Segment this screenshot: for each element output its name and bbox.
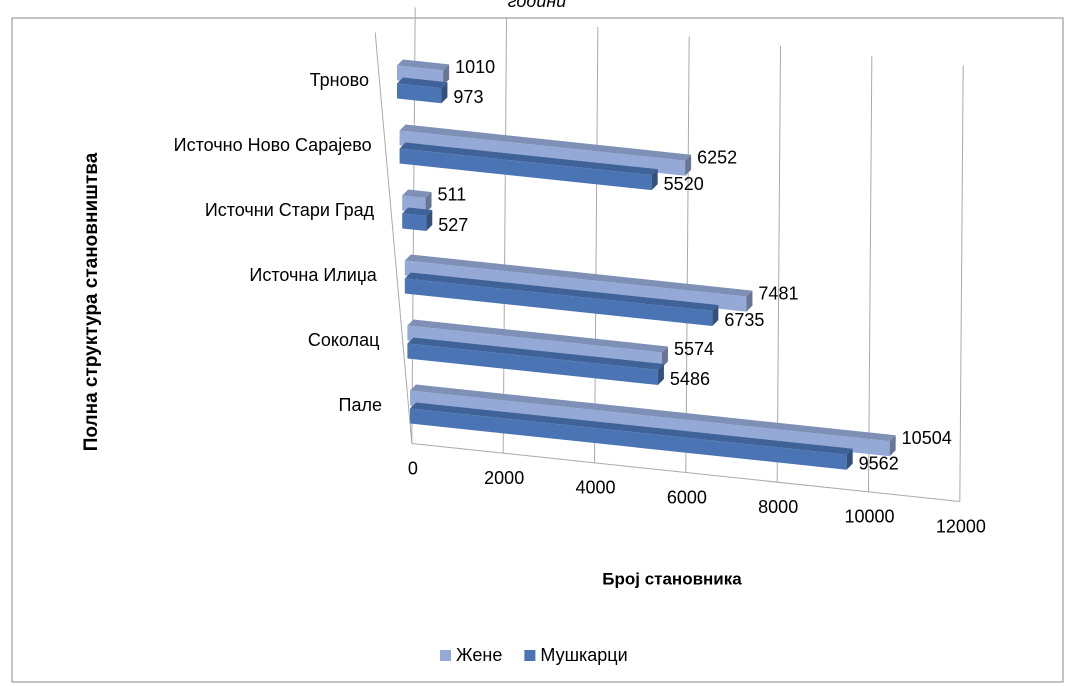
legend-swatch xyxy=(440,650,451,661)
bar-face xyxy=(441,82,448,104)
value-label: 6252 xyxy=(697,147,737,167)
y-axis-line xyxy=(374,32,413,444)
bar xyxy=(402,207,433,232)
bar-face xyxy=(410,390,890,457)
bar-face xyxy=(443,64,450,86)
bar-face xyxy=(402,213,427,232)
x-tick-label: 0 xyxy=(408,458,418,478)
value-label: 5520 xyxy=(664,174,704,194)
value-label: 5486 xyxy=(670,369,710,389)
bar xyxy=(397,77,448,104)
chart-title: години xyxy=(508,0,567,11)
bar-face xyxy=(404,254,753,297)
bar xyxy=(410,384,896,457)
value-label: 6735 xyxy=(724,310,764,330)
bar-face xyxy=(410,384,896,442)
bar-face xyxy=(399,124,692,161)
value-label: 527 xyxy=(438,215,468,235)
x-axis-title: Број становника xyxy=(602,569,742,588)
category-label: Соколац xyxy=(308,330,380,350)
bar-face xyxy=(404,278,713,327)
bar-face xyxy=(846,448,853,470)
grid-line xyxy=(959,65,964,502)
bar-face xyxy=(712,305,719,327)
bar-face xyxy=(685,154,692,176)
bar xyxy=(404,254,753,312)
x-tick-label: 12000 xyxy=(936,516,986,536)
bar-face xyxy=(397,77,448,89)
value-label: 10504 xyxy=(902,428,952,448)
value-label: 1010 xyxy=(455,57,495,77)
category-label: Пале xyxy=(339,395,382,415)
bar-face xyxy=(746,290,753,312)
bar xyxy=(399,124,692,176)
legend-label: Мушкарци xyxy=(540,645,627,665)
bar xyxy=(399,142,658,191)
legend-label: Жене xyxy=(456,645,502,665)
bar xyxy=(407,337,664,386)
bar-face xyxy=(410,408,847,470)
grid-line xyxy=(867,55,873,492)
bar-face xyxy=(399,142,658,176)
category-label: Трново xyxy=(310,70,369,90)
bar xyxy=(407,319,668,368)
bar-face xyxy=(407,343,658,386)
value-label: 511 xyxy=(438,185,467,205)
category-label: Источна Илиџа xyxy=(249,265,377,285)
x-tick-label: 8000 xyxy=(758,497,798,517)
bar-face xyxy=(425,191,432,213)
y-axis-title: Полна структура становништва xyxy=(81,152,102,451)
bar-face xyxy=(407,337,664,371)
x-tick-label: 2000 xyxy=(484,468,524,488)
grid-line xyxy=(685,36,690,473)
grid-line xyxy=(502,17,508,454)
category-label: Источно Ново Сарајево xyxy=(174,135,372,155)
x-axis-line xyxy=(411,443,960,502)
bar-face xyxy=(402,189,432,198)
bar-face xyxy=(657,364,664,386)
bar-face xyxy=(402,207,433,217)
bar-face xyxy=(397,59,450,71)
bar-face xyxy=(889,435,896,457)
grid-line xyxy=(593,26,599,463)
bar-face xyxy=(407,325,662,368)
x-tick-label: 4000 xyxy=(576,478,616,498)
bar xyxy=(404,272,719,327)
value-label: 9562 xyxy=(859,453,899,473)
bar-face xyxy=(410,402,853,455)
value-label: 5574 xyxy=(674,339,714,359)
bar-face xyxy=(407,319,668,353)
grid-line xyxy=(776,46,782,483)
value-label: 7481 xyxy=(758,283,798,303)
bar xyxy=(410,402,853,470)
bar-face xyxy=(426,210,433,232)
bar-face xyxy=(399,130,686,176)
bar-face xyxy=(661,346,668,368)
x-tick-label: 6000 xyxy=(667,487,707,507)
bar-face xyxy=(404,260,747,312)
legend-swatch xyxy=(524,650,536,661)
x-tick-label: 10000 xyxy=(844,507,894,527)
bar-face xyxy=(651,169,658,191)
category-label: Источни Стари Град xyxy=(205,200,375,220)
bar-face xyxy=(399,148,652,191)
bar-face xyxy=(397,83,442,104)
bar-face xyxy=(404,272,719,312)
value-label: 973 xyxy=(453,87,483,107)
